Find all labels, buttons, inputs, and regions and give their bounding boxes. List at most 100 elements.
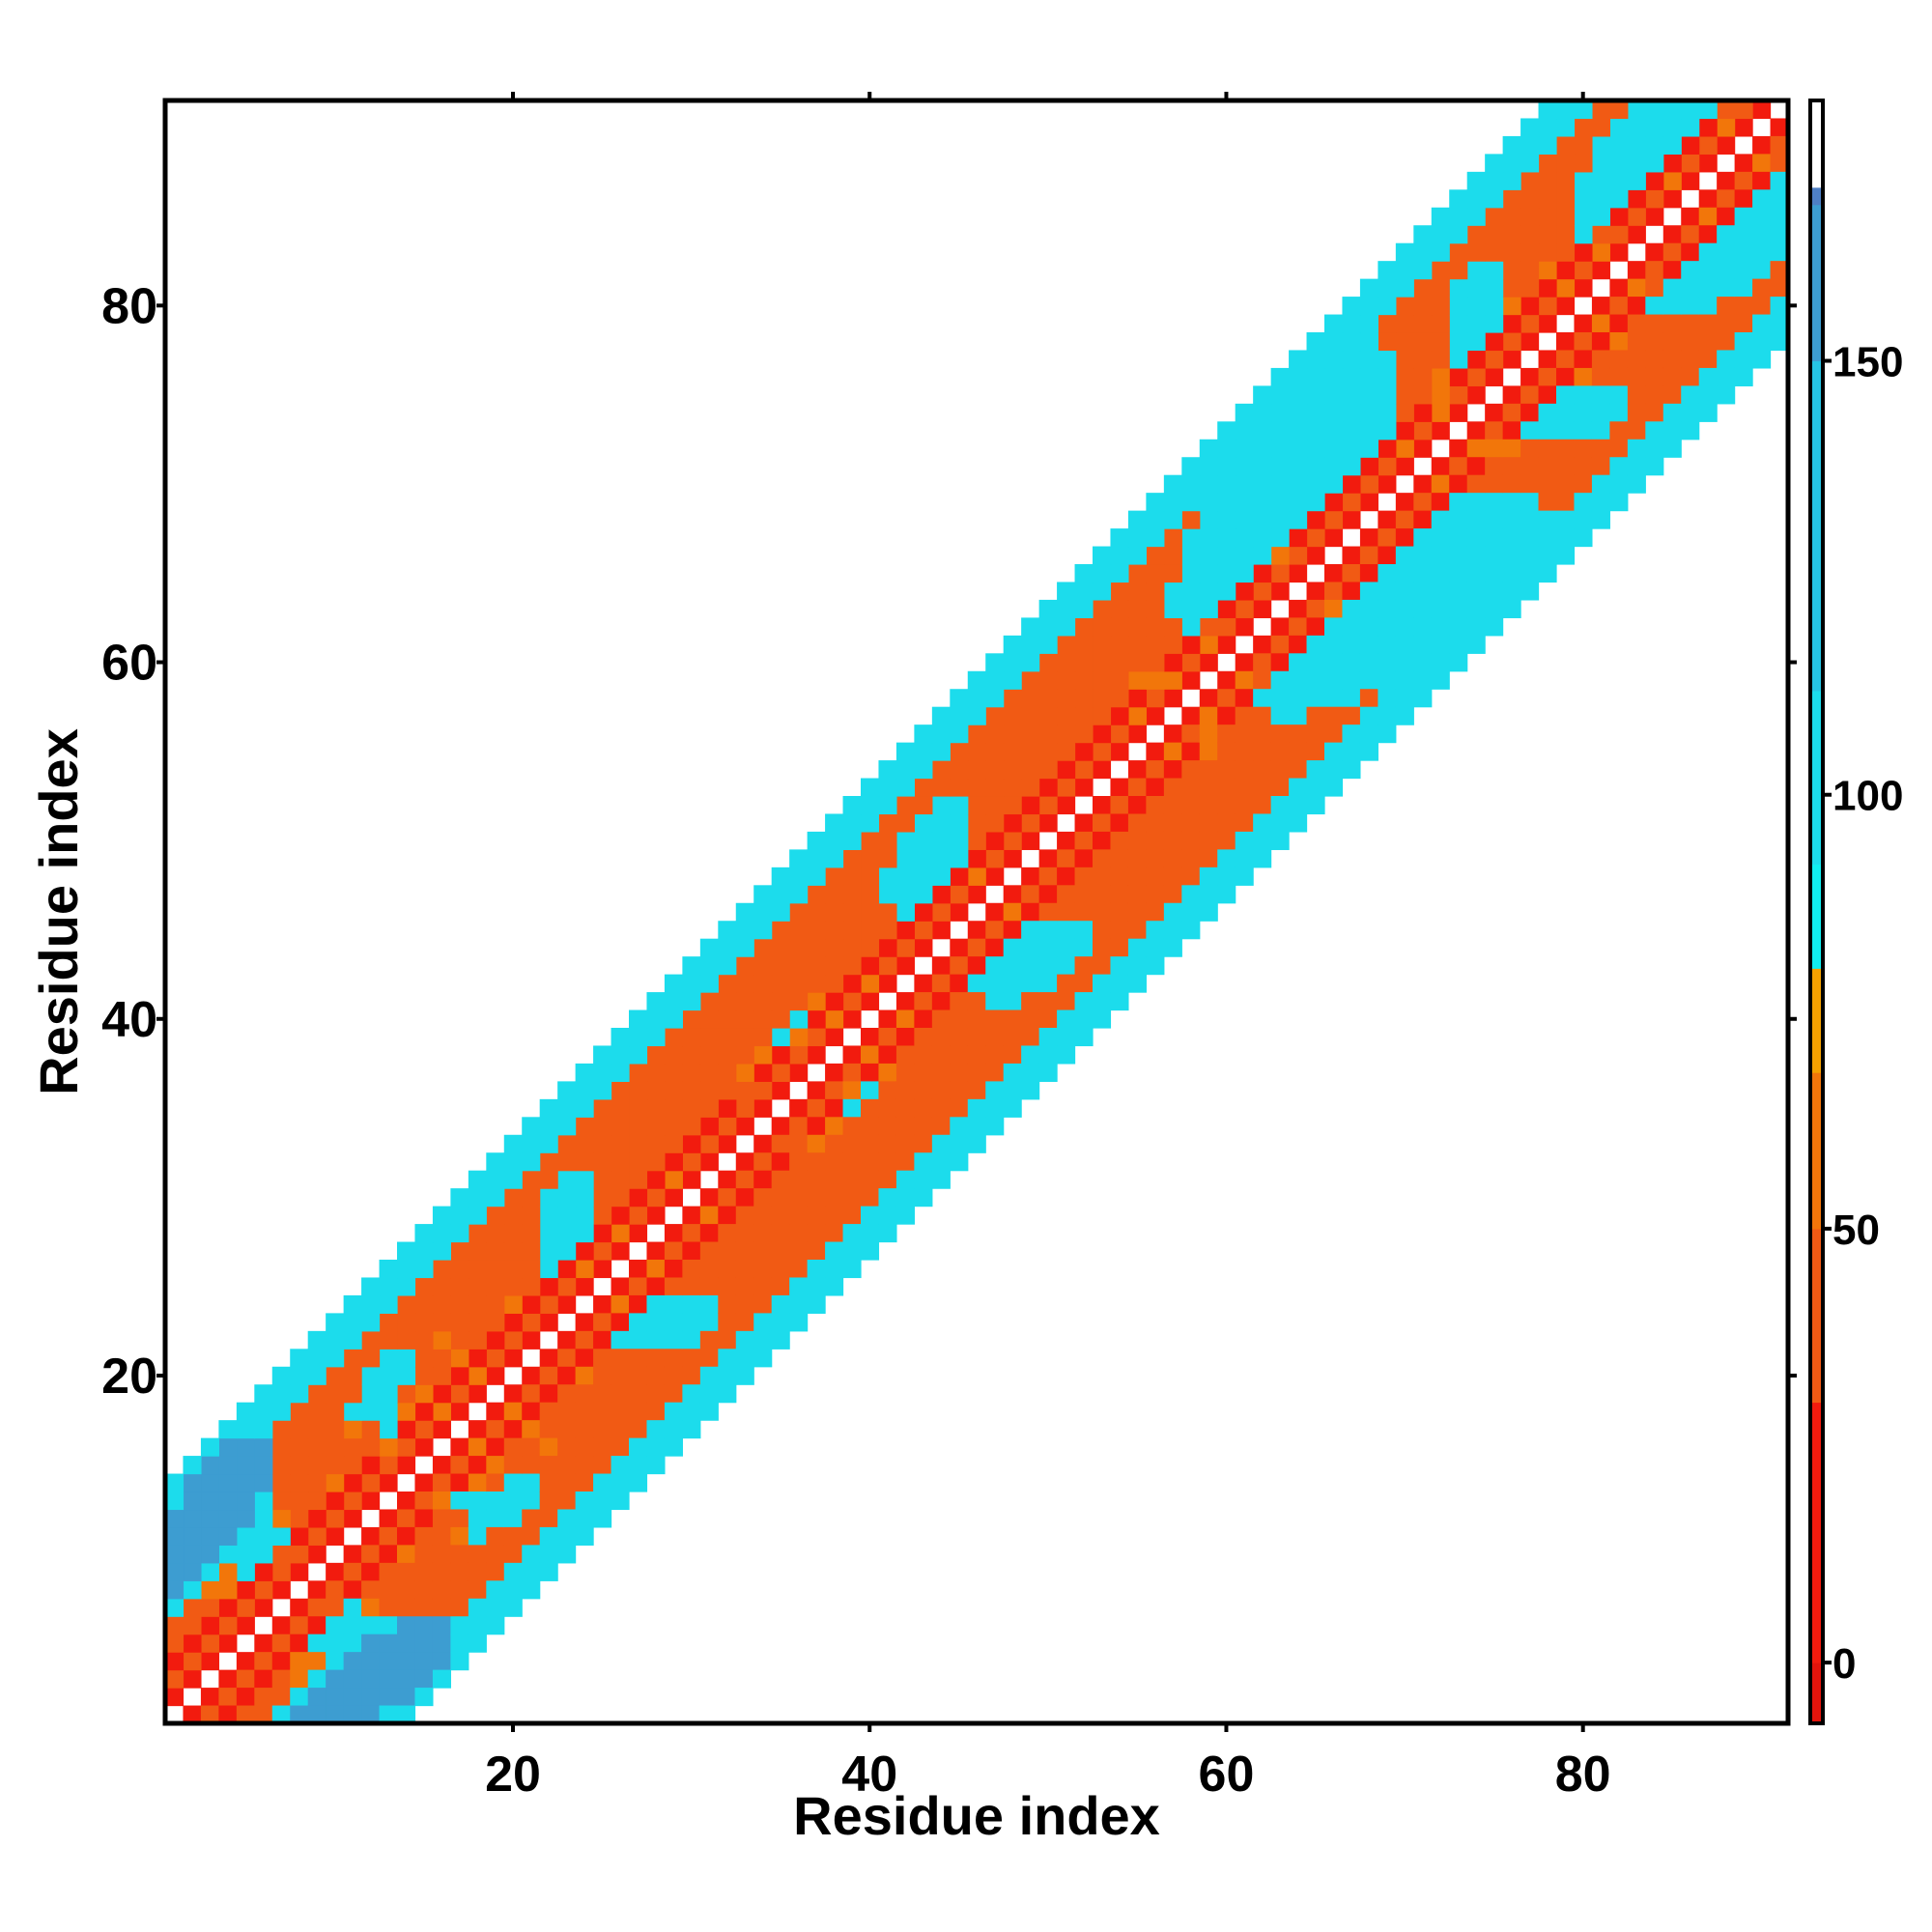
heatmap-cell	[931, 1170, 951, 1189]
heatmap-cell	[379, 1598, 398, 1617]
heatmap-cell	[1698, 278, 1718, 298]
heatmap-cell	[629, 1456, 648, 1475]
heatmap-cell	[1038, 617, 1058, 637]
heatmap-cell	[1270, 367, 1290, 386]
heatmap-cell	[842, 1117, 862, 1136]
heatmap-cell	[771, 885, 790, 904]
heatmap-cell	[236, 1616, 255, 1635]
heatmap-cell	[1199, 706, 1218, 725]
heatmap-cell	[1110, 528, 1129, 548]
heatmap-cell	[842, 849, 862, 868]
heatmap-cell	[414, 1473, 434, 1492]
heatmap-cell	[1574, 314, 1593, 333]
heatmap-cell	[664, 1152, 683, 1172]
heatmap-cell	[1235, 403, 1254, 422]
heatmap-cell	[985, 974, 1005, 993]
heatmap-cell	[1110, 992, 1129, 1011]
heatmap-cell	[486, 1206, 505, 1225]
heatmap-cell	[1520, 207, 1540, 226]
heatmap-cell	[1431, 314, 1450, 333]
heatmap-cell	[593, 1330, 612, 1350]
heatmap-cell	[1485, 225, 1504, 244]
heatmap-cell	[522, 1509, 541, 1528]
heatmap-cell	[1163, 653, 1182, 672]
heatmap-cell	[664, 1313, 683, 1332]
heatmap-cell	[1609, 135, 1629, 155]
heatmap-cell	[1574, 421, 1593, 440]
heatmap-cell	[1199, 457, 1218, 476]
heatmap-cell	[1538, 510, 1557, 529]
heatmap-cell	[557, 1152, 577, 1172]
heatmap-cell	[1520, 474, 1540, 494]
heatmap-cell	[771, 921, 790, 940]
heatmap-cell	[539, 1456, 558, 1475]
heatmap-cell	[646, 1366, 666, 1385]
heatmap-cell	[539, 1117, 558, 1136]
heatmap-cell	[1395, 403, 1414, 422]
heatmap-cell	[753, 1170, 773, 1189]
heatmap-cell	[895, 867, 915, 886]
heatmap-cell	[254, 1705, 273, 1724]
heatmap-cell	[895, 796, 915, 815]
heatmap-cell	[468, 1188, 487, 1208]
heatmap-cell	[1146, 742, 1165, 761]
heatmap-cell	[1591, 189, 1610, 209]
heatmap-cell	[1627, 332, 1646, 352]
heatmap-cell	[950, 1063, 969, 1082]
heatmap-cell	[1110, 849, 1129, 868]
heatmap-cell	[1163, 635, 1182, 654]
heatmap-cell	[414, 1402, 434, 1421]
heatmap-cell	[557, 1294, 577, 1314]
heatmap-cell	[1395, 332, 1414, 352]
heatmap-cell	[379, 1705, 398, 1724]
heatmap-cell	[254, 1402, 273, 1421]
heatmap-cell	[1645, 261, 1664, 280]
heatmap-cell	[468, 1456, 487, 1475]
heatmap-cell	[1502, 350, 1521, 369]
heatmap-cell	[931, 992, 951, 1011]
heatmap-cell	[1681, 350, 1700, 369]
heatmap-cell	[271, 1634, 291, 1653]
heatmap-cell	[1074, 1009, 1094, 1029]
heatmap-cell	[1627, 154, 1646, 173]
heatmap-cell	[664, 1330, 683, 1350]
heatmap-cell	[1146, 760, 1165, 780]
heatmap-cell	[1181, 831, 1201, 850]
heatmap-cell	[1057, 724, 1076, 744]
heatmap-cell	[397, 1545, 416, 1564]
heatmap-cell	[343, 1545, 362, 1564]
heatmap-cell	[1431, 670, 1450, 690]
heatmap-cell	[1574, 242, 1593, 262]
heatmap-cell	[1359, 421, 1378, 440]
heatmap-cell	[290, 1349, 309, 1368]
heatmap-cell	[1003, 724, 1022, 744]
heatmap-cell	[468, 1616, 487, 1635]
heatmap-cell	[1324, 706, 1344, 725]
heatmap-cell	[432, 1634, 451, 1653]
heatmap-cell	[1289, 617, 1308, 637]
heatmap-cell	[1199, 653, 1218, 672]
heatmap-cell	[1181, 706, 1201, 725]
heatmap-cell	[1645, 332, 1664, 352]
heatmap-cell	[575, 1420, 594, 1439]
heatmap-cell	[1306, 350, 1325, 369]
heatmap-cell	[1289, 796, 1308, 815]
heatmap-cell	[1199, 510, 1218, 529]
heatmap-cell	[753, 956, 773, 976]
heatmap-cell	[1574, 457, 1593, 476]
heatmap-cell	[1378, 278, 1397, 298]
heatmap-cell	[1217, 670, 1236, 690]
heatmap-cell	[361, 1349, 381, 1368]
heatmap-cell	[611, 1117, 630, 1136]
heatmap-cell	[1413, 582, 1433, 601]
heatmap-cell	[165, 1562, 185, 1581]
heatmap-cell	[1057, 796, 1076, 815]
heatmap-cell	[807, 921, 826, 940]
heatmap-cell	[878, 1081, 897, 1100]
heatmap-cell	[1038, 796, 1058, 815]
heatmap-cell	[878, 1152, 897, 1172]
heatmap-cell	[575, 1260, 594, 1279]
heatmap-cell	[1110, 956, 1129, 976]
heatmap-cell	[718, 1188, 737, 1208]
heatmap-cell	[450, 1580, 469, 1600]
